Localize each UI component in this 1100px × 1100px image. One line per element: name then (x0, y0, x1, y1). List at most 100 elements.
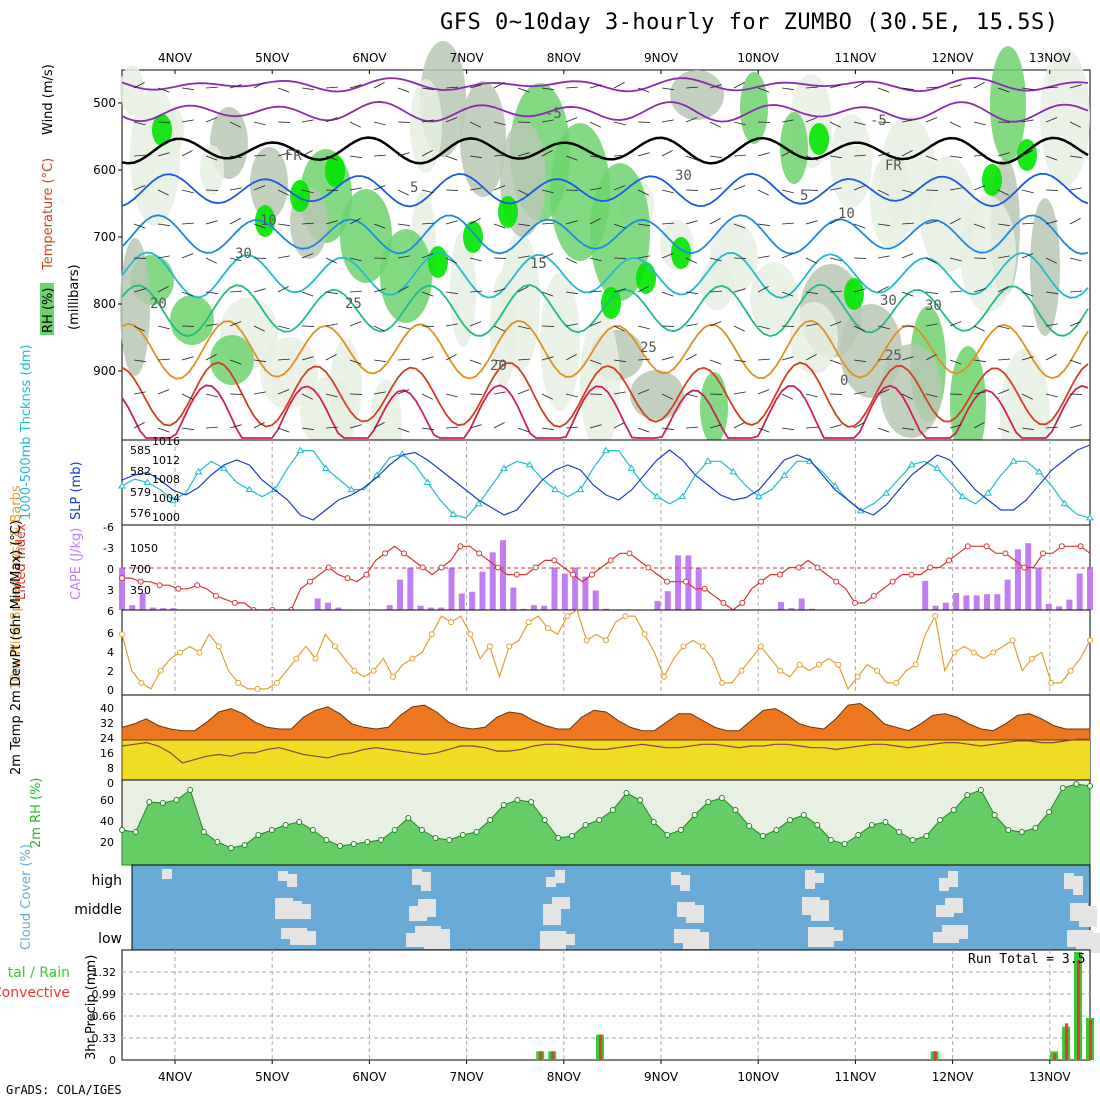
wind-barb (613, 391, 626, 395)
rh2m-point (964, 792, 971, 798)
rh-blob (830, 114, 872, 208)
wind-speed-series-point (641, 631, 648, 638)
wind-barb (229, 290, 242, 293)
rh-blob (790, 302, 838, 374)
wind-barb (925, 291, 938, 295)
lifted-index-series-point (908, 571, 915, 578)
rh-blob (200, 145, 224, 195)
wind-speed-series-point (235, 679, 242, 686)
wind-speed-series-point (603, 637, 609, 644)
lifted-index-series-point (306, 578, 313, 585)
rh2m-point (909, 837, 916, 843)
wind-barb (1021, 189, 1034, 194)
wind-speed-series-point (390, 673, 397, 680)
wind-barb (133, 359, 146, 363)
wind-barb (565, 86, 578, 89)
wind-barb (781, 291, 794, 297)
rh2m-point (732, 807, 739, 813)
wind-barb (253, 325, 265, 332)
cloud-cell (1064, 873, 1074, 889)
wind-speed-series-point (815, 661, 822, 668)
wind-barb (1021, 291, 1034, 297)
cape-bar (963, 595, 970, 610)
cloud-row-label: middle (74, 902, 122, 918)
wind-barb (517, 325, 530, 330)
wind-barb (1069, 290, 1082, 293)
temp-band (122, 740, 1090, 780)
wind-barb (829, 187, 842, 191)
rh2m-point (309, 827, 316, 833)
wind-barb (949, 155, 962, 159)
wind-barb (805, 86, 818, 89)
lifted-index-series-point (438, 564, 445, 571)
wind-barb (181, 356, 194, 361)
wind-barb (661, 291, 674, 297)
cape-tick-label: 1050 (130, 542, 158, 555)
wind-barb (541, 427, 554, 431)
wind-barb (349, 187, 362, 191)
wind-barb (805, 257, 817, 264)
rh2m-point (228, 845, 235, 851)
cape-bar (397, 579, 404, 610)
wind-barb (757, 189, 769, 196)
wind-barb (997, 189, 1009, 196)
wind-barb (925, 86, 938, 89)
wind-barb (589, 257, 602, 262)
wind-barb (181, 253, 194, 259)
wind-barb (349, 155, 362, 159)
precip-conv-bar (539, 1051, 543, 1060)
wind-barb (565, 155, 578, 161)
wind-speed-series-point (777, 667, 784, 674)
wind-barb (949, 218, 961, 225)
wind-barb (157, 325, 170, 330)
lifted-index-series-point (870, 592, 877, 599)
rh2m-point (555, 835, 562, 841)
pressure-units-label: (millibars) (67, 264, 82, 330)
wind-barb (181, 393, 193, 400)
wind-speed-series-point (157, 667, 164, 674)
wind-barb (589, 424, 602, 429)
wind-barb (445, 155, 458, 161)
wind-barb (901, 222, 914, 225)
wind-barb (853, 185, 866, 191)
top-date-label: 4NOV (158, 51, 193, 65)
wind-barb (133, 82, 145, 89)
wind-speed-series-point (854, 673, 861, 680)
wind-barb (829, 321, 842, 327)
y-tick-label: 900 (93, 364, 116, 378)
thickness-slp-panel (121, 439, 1091, 526)
thickness-series-point (678, 492, 687, 500)
wind-barb (973, 185, 986, 191)
credit-footer: GrADS: COLA/IGES (6, 1083, 122, 1097)
wind-barb (877, 189, 889, 196)
wind-barb (613, 325, 625, 332)
wind-barb (685, 86, 698, 89)
wind-barb (1045, 354, 1057, 361)
cloud-cell (680, 875, 690, 891)
wind-barb (205, 393, 218, 398)
wind-speed-series-point (273, 679, 280, 686)
top-date-label: 9NOV (644, 51, 679, 65)
wind-barb (997, 286, 1009, 293)
contour-label: FR (885, 158, 902, 174)
wind-barb (133, 391, 146, 395)
wind-barb (685, 220, 698, 225)
wind-barb (493, 82, 505, 89)
wind-barb (949, 187, 962, 191)
wind-barb (469, 424, 482, 429)
thickness-series-point (143, 478, 152, 485)
rh2m-point (214, 839, 221, 845)
rh2m-point (1073, 781, 1080, 787)
y-tick-label: 700 (93, 230, 116, 244)
wind-barb (589, 84, 602, 89)
cape-bar (572, 567, 579, 610)
wind-barb (709, 321, 722, 327)
wind-barb (757, 152, 770, 157)
wind-barb (1045, 426, 1058, 429)
dewpoint-series-line (121, 738, 1090, 764)
wind-barb (469, 84, 482, 89)
wind-barb (901, 150, 913, 157)
wind-barb (853, 288, 866, 293)
wind-barb (685, 117, 698, 123)
bottom-date-label: 6NOV (352, 1070, 387, 1084)
